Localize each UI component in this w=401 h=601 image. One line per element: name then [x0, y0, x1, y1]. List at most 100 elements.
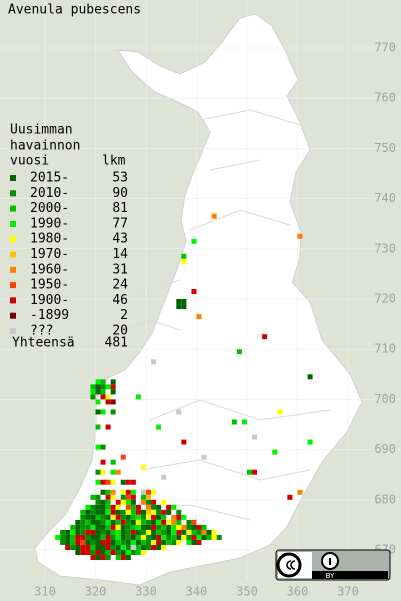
- observation-square: [171, 519, 177, 525]
- observation-square: [90, 504, 96, 510]
- observation-square: [105, 524, 111, 530]
- observation-square: [262, 334, 268, 340]
- observation-square: [120, 499, 126, 505]
- observation-square: [156, 519, 162, 525]
- observation-square: [105, 504, 111, 510]
- observation-square: [95, 479, 101, 485]
- cc-glyph: [286, 560, 296, 570]
- observation-square: [140, 550, 146, 556]
- observation-square: [130, 494, 136, 500]
- observation-square: [125, 545, 131, 550]
- observation-square: [151, 499, 157, 505]
- observation-square: [146, 504, 151, 510]
- observation-square: [186, 524, 192, 530]
- observation-square: [100, 384, 106, 390]
- observation-square: [130, 489, 136, 495]
- observation-square: [166, 504, 172, 510]
- observation-square: [181, 258, 187, 264]
- observation-square: [95, 409, 101, 415]
- observation-square: [95, 469, 101, 475]
- observation-square: [191, 534, 197, 540]
- observation-square: [191, 529, 197, 535]
- observation-square: [120, 519, 126, 525]
- x-tick-label: 360: [287, 585, 309, 599]
- observation-square: [105, 545, 111, 550]
- observation-square: [75, 545, 81, 550]
- observation-square: [307, 439, 313, 445]
- observation-square: [75, 529, 81, 535]
- observation-square: [151, 529, 157, 535]
- observation-square: [191, 539, 197, 545]
- observation-square: [110, 550, 116, 556]
- observation-square: [130, 479, 136, 485]
- observation-square: [135, 519, 141, 525]
- observation-square: [171, 524, 177, 530]
- observation-square: [146, 514, 151, 520]
- observation-square: [100, 489, 106, 495]
- total-count: 481: [105, 336, 128, 351]
- observation-square: [70, 545, 76, 550]
- y-tick-label: 700: [374, 392, 396, 406]
- observation-square: [105, 555, 111, 561]
- observation-square: [146, 539, 151, 545]
- observation-square: [140, 499, 146, 505]
- observation-square: [146, 499, 151, 505]
- observation-square: [95, 389, 101, 395]
- observation-square: [191, 524, 197, 530]
- observation-square: [100, 514, 106, 520]
- observation-square: [140, 489, 146, 495]
- observation-square: [100, 479, 106, 485]
- observation-square: [151, 514, 157, 520]
- observation-square: [110, 379, 116, 385]
- observation-square: [85, 539, 91, 545]
- observation-square: [120, 509, 126, 515]
- observation-square: [110, 469, 116, 475]
- observation-square: [100, 545, 106, 550]
- observation-square: [100, 529, 106, 535]
- observation-square: [115, 469, 121, 475]
- observation-square: [120, 545, 126, 550]
- observation-square: [105, 539, 111, 545]
- observation-square: [186, 534, 192, 540]
- observation-square: [140, 534, 146, 540]
- license-badge[interactable]: BY: [275, 549, 391, 581]
- observation-square: [95, 499, 101, 505]
- observation-square: [80, 539, 86, 545]
- observation-square: [156, 534, 162, 540]
- observation-square: [95, 494, 101, 500]
- observation-square: [85, 514, 91, 520]
- observation-square: [206, 529, 212, 535]
- observation-square: [60, 534, 66, 540]
- legend-swatch: [10, 205, 16, 212]
- observation-square: [75, 519, 81, 525]
- legend-swatch: [10, 328, 16, 334]
- observation-square: [156, 545, 162, 550]
- observation-square: [181, 304, 187, 310]
- observation-square: [156, 539, 162, 545]
- x-tick-label: 370: [337, 585, 359, 599]
- observation-square: [115, 545, 121, 550]
- observation-square: [277, 409, 283, 415]
- legend-label: 2000-: [30, 201, 69, 216]
- observation-square: [125, 494, 131, 500]
- observation-square: [252, 434, 258, 440]
- observation-square: [146, 489, 151, 495]
- observation-square: [60, 529, 66, 535]
- observation-square: [140, 514, 146, 520]
- observation-square: [130, 524, 136, 530]
- legend-label: 1970-: [30, 247, 69, 262]
- x-tick-label: 310: [34, 585, 56, 599]
- observation-square: [176, 409, 182, 415]
- observation-square: [176, 529, 182, 535]
- observation-square: [110, 524, 116, 530]
- legend-label: 1980-: [30, 232, 69, 247]
- observation-square: [95, 384, 101, 390]
- observation-square: [85, 550, 91, 556]
- observation-square: [156, 514, 162, 520]
- observation-square: [171, 514, 177, 520]
- observation-square: [125, 509, 131, 515]
- observation-square: [151, 359, 157, 365]
- x-tick-label: 340: [186, 585, 208, 599]
- observation-square: [135, 539, 141, 545]
